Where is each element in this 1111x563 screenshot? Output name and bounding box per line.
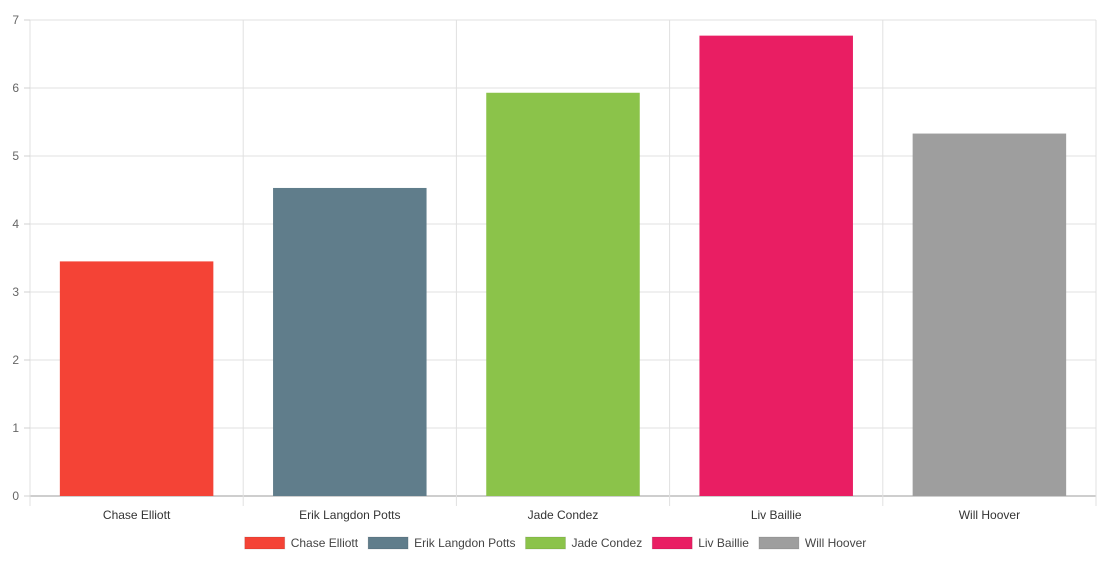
legend-label: Erik Langdon Potts [414, 536, 515, 550]
y-tick-label: 6 [12, 81, 19, 95]
legend-swatch[interactable] [758, 536, 800, 550]
x-axis: Chase Elliott Erik Langdon Potts Jade Cond… [103, 508, 1020, 522]
legend-label: Chase Elliott [291, 536, 359, 550]
y-tick-label: 7 [12, 13, 19, 27]
y-tick-label: 3 [12, 285, 19, 299]
y-tick-label: 1 [12, 421, 19, 435]
x-tick-label: Jade Condez [528, 508, 599, 522]
bar[interactable] [486, 92, 640, 496]
legend: Chase Elliott Erik Langdon Potts Jade Cond… [244, 536, 866, 550]
x-tick-label: Erik Langdon Potts [299, 508, 400, 522]
legend-swatch[interactable] [244, 536, 286, 550]
legend-swatch[interactable] [525, 536, 567, 550]
x-tick-label: Chase Elliott [103, 508, 171, 522]
legend-label: Will Hoover [805, 536, 866, 550]
legend-swatch[interactable] [651, 536, 693, 550]
y-tick-label: 2 [12, 353, 19, 367]
y-tick-label: 4 [12, 217, 19, 231]
x-tick-label: Liv Baillie [751, 508, 802, 522]
legend-label: Liv Baillie [698, 536, 749, 550]
bar[interactable] [59, 261, 214, 496]
legend-label: Jade Condez [572, 536, 643, 550]
bar[interactable] [273, 187, 427, 496]
bar[interactable] [699, 35, 853, 496]
y-tick-label: 5 [12, 149, 19, 163]
bar[interactable] [912, 133, 1067, 496]
y-axis: 0 1 2 3 4 5 6 7 [12, 13, 30, 503]
x-tick-label: Will Hoover [959, 508, 1020, 522]
y-tick-label: 0 [12, 489, 19, 503]
legend-swatch[interactable] [367, 536, 409, 550]
bars [59, 35, 1067, 496]
